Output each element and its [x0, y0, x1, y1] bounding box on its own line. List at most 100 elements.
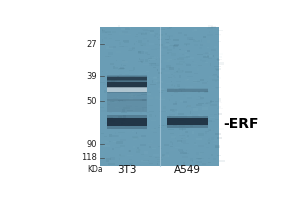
Bar — [117, 76, 119, 77]
Bar — [215, 35, 221, 36]
Bar — [167, 43, 170, 44]
Bar — [202, 82, 207, 84]
Bar — [171, 149, 177, 152]
Bar — [125, 72, 129, 75]
Bar — [121, 28, 125, 30]
Bar — [157, 163, 158, 165]
Bar — [157, 110, 158, 113]
Bar — [146, 78, 149, 80]
Bar — [183, 153, 189, 154]
Bar — [174, 72, 178, 73]
Bar — [123, 107, 130, 109]
Bar — [194, 142, 196, 144]
Bar — [145, 59, 148, 62]
Bar — [110, 79, 117, 82]
Bar — [128, 160, 134, 162]
Bar — [141, 94, 147, 95]
Bar — [169, 149, 176, 151]
Bar — [154, 35, 156, 37]
Bar — [110, 101, 114, 102]
Bar — [100, 107, 104, 108]
Bar — [178, 59, 181, 60]
Text: 3T3: 3T3 — [117, 165, 137, 175]
Bar — [134, 122, 138, 123]
Bar — [206, 147, 209, 148]
Bar — [218, 98, 221, 101]
Bar — [165, 39, 170, 40]
Bar — [148, 143, 152, 144]
Bar — [148, 105, 153, 106]
Bar — [146, 71, 149, 72]
Bar — [174, 77, 176, 78]
Bar — [141, 61, 143, 63]
Bar — [208, 138, 210, 141]
Bar — [112, 101, 115, 102]
Bar — [119, 27, 125, 30]
Bar — [105, 31, 111, 33]
Bar — [148, 156, 152, 157]
Bar — [140, 144, 146, 146]
Bar — [164, 144, 169, 146]
Bar — [197, 100, 198, 101]
Bar — [155, 63, 160, 66]
Bar — [159, 81, 162, 83]
Bar — [107, 86, 147, 101]
Bar — [169, 67, 174, 70]
Bar — [115, 107, 119, 108]
Bar — [200, 152, 204, 153]
Bar — [214, 66, 221, 67]
Bar — [101, 39, 103, 42]
Bar — [151, 140, 153, 142]
Bar — [205, 131, 209, 132]
Bar — [186, 44, 187, 46]
Bar — [170, 141, 172, 143]
Bar — [183, 94, 185, 95]
Bar — [169, 146, 173, 147]
Bar — [173, 47, 175, 49]
Bar — [182, 46, 185, 48]
Bar — [110, 128, 111, 130]
Bar — [139, 77, 144, 78]
Bar — [143, 64, 150, 65]
Bar — [197, 68, 199, 71]
Bar — [167, 83, 171, 84]
Bar — [160, 89, 165, 91]
Bar — [194, 81, 200, 82]
Bar — [218, 30, 223, 31]
Bar — [161, 35, 165, 38]
Bar — [167, 65, 171, 68]
Bar — [160, 109, 164, 111]
Bar — [145, 32, 150, 34]
Bar — [151, 89, 156, 91]
Bar — [190, 162, 192, 164]
Bar — [100, 158, 105, 160]
Bar — [218, 113, 222, 115]
Bar — [130, 76, 135, 77]
Bar — [207, 34, 213, 36]
Bar — [144, 157, 150, 158]
Bar — [107, 80, 147, 81]
Bar — [115, 67, 118, 69]
Bar — [128, 122, 131, 124]
Bar — [105, 56, 109, 57]
Bar — [158, 127, 162, 128]
Bar — [207, 140, 211, 142]
Bar — [117, 97, 118, 98]
Bar — [124, 42, 128, 43]
Bar — [137, 40, 142, 43]
Bar — [137, 95, 141, 96]
Bar — [151, 49, 157, 50]
Bar — [199, 115, 203, 117]
Bar — [109, 104, 110, 105]
Bar — [100, 82, 105, 83]
Bar — [174, 67, 176, 68]
Bar — [138, 149, 140, 151]
Bar — [162, 155, 168, 157]
Bar — [156, 59, 158, 60]
Bar — [116, 60, 117, 61]
Bar — [159, 97, 165, 99]
Bar — [168, 77, 172, 78]
Bar — [158, 92, 163, 93]
Bar — [150, 77, 156, 78]
Bar — [102, 106, 104, 107]
